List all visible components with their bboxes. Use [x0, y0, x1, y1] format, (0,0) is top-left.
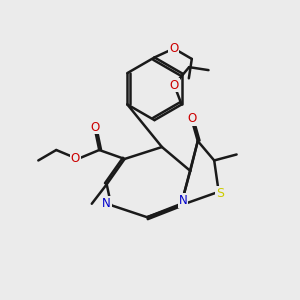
Text: N: N: [178, 194, 187, 207]
Text: O: O: [187, 112, 196, 125]
Text: S: S: [216, 187, 224, 200]
Text: O: O: [90, 121, 99, 134]
Text: O: O: [169, 42, 178, 55]
Text: N: N: [102, 197, 111, 210]
Text: O: O: [71, 152, 80, 166]
Text: O: O: [169, 79, 179, 92]
